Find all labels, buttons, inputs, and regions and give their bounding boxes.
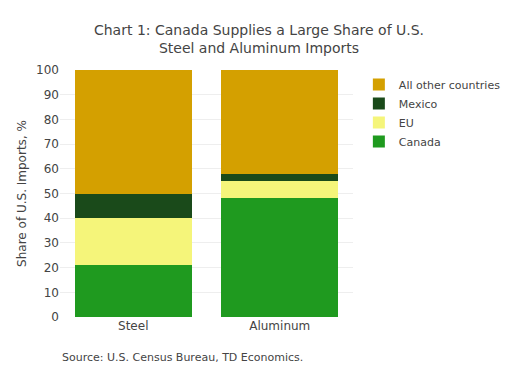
svg-text:20: 20 <box>44 261 59 275</box>
svg-text:Steel: Steel <box>118 319 148 333</box>
svg-text:90: 90 <box>44 88 59 102</box>
svg-text:60: 60 <box>44 162 59 176</box>
svg-text:0: 0 <box>51 310 59 324</box>
svg-text:Share of U.S. Imports, %: Share of U.S. Imports, % <box>15 120 29 267</box>
svg-text:Aluminum: Aluminum <box>249 319 310 333</box>
svg-text:30: 30 <box>44 236 59 250</box>
svg-text:Canada: Canada <box>399 136 441 149</box>
svg-text:Mexico: Mexico <box>399 98 438 111</box>
svg-text:10: 10 <box>44 286 59 300</box>
svg-text:80: 80 <box>44 113 59 127</box>
svg-text:50: 50 <box>44 187 59 201</box>
svg-text:Source: U.S. Census Bureau, TD: Source: U.S. Census Bureau, TD Economics… <box>62 351 303 364</box>
svg-text:Chart 1: Canada Supplies a Lar: Chart 1: Canada Supplies a Large Share o… <box>94 22 424 56</box>
svg-text:40: 40 <box>44 211 59 225</box>
svg-text:100: 100 <box>36 63 59 77</box>
svg-text:70: 70 <box>44 137 59 151</box>
svg-text:All other countries: All other countries <box>399 79 500 92</box>
svg-text:EU: EU <box>399 117 414 130</box>
